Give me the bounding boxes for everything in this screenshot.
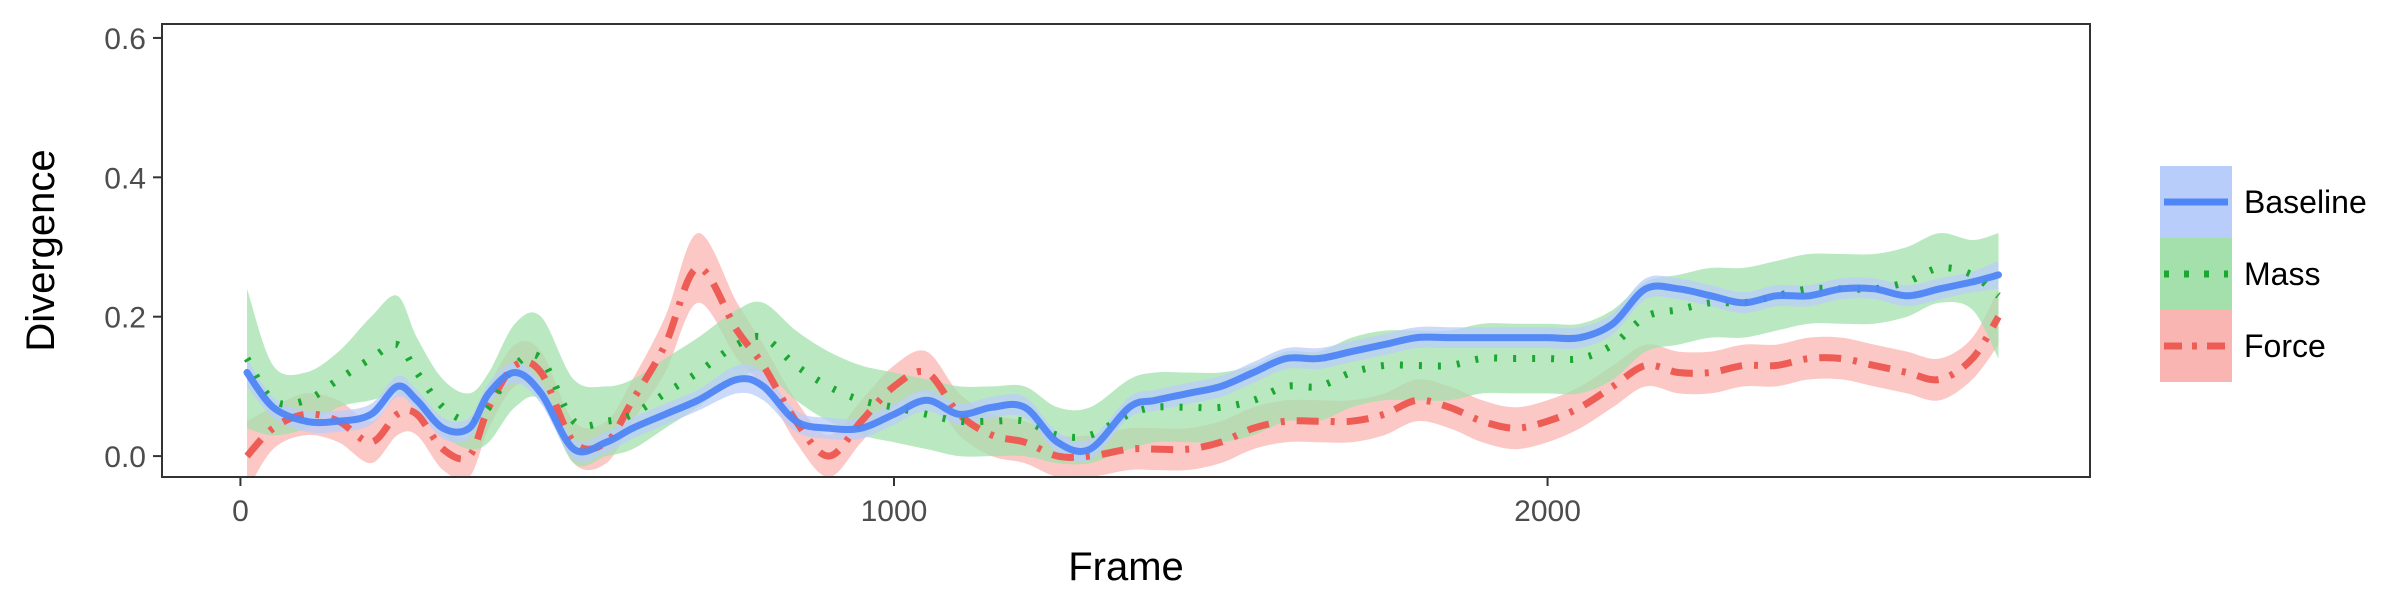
legend: Baseline Mass Force — [2160, 166, 2367, 382]
y-axis: 0.0 0.2 0.4 0.6 — [104, 23, 162, 474]
y-tick-label: 0.6 — [104, 23, 146, 56]
x-tick-label: 2000 — [1514, 495, 1581, 528]
plot-border — [161, 23, 2091, 478]
lines-layer — [243, 264, 2002, 463]
y-tick-label: 0.4 — [104, 162, 146, 195]
legend-item-mass: Mass — [2160, 238, 2320, 310]
x-tick-label: 0 — [232, 495, 249, 528]
band-force — [247, 233, 1999, 477]
legend-label-mass: Mass — [2244, 256, 2320, 292]
y-axis-title: Divergence — [19, 149, 63, 351]
x-axis: 0 1000 2000 — [232, 477, 1581, 528]
x-axis-title: Frame — [1068, 545, 1184, 589]
legend-item-force: Force — [2160, 310, 2326, 382]
series-line-baseline — [243, 271, 2002, 456]
x-tick-label: 1000 — [861, 495, 928, 528]
legend-key-mass — [2160, 238, 2232, 310]
y-tick-label: 0.2 — [104, 302, 146, 335]
legend-item-baseline: Baseline — [2160, 166, 2367, 238]
y-tick-label: 0.0 — [104, 441, 146, 474]
legend-label-baseline: Baseline — [2244, 184, 2367, 220]
band-baseline — [247, 261, 1999, 463]
legend-label-force: Force — [2244, 328, 2326, 364]
